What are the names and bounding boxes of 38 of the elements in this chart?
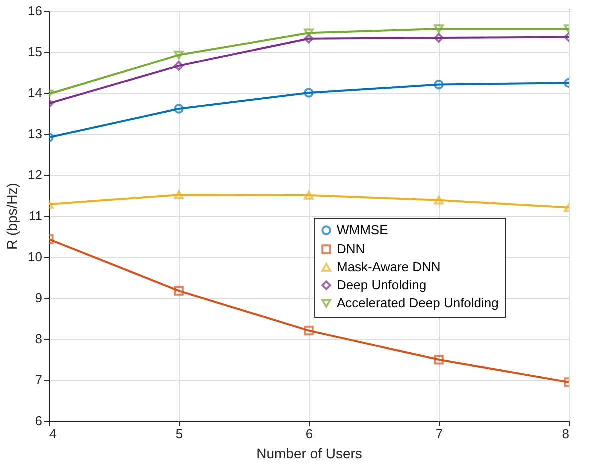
y-tick-label: 14	[28, 86, 42, 100]
legend-label: Deep Unfolding	[337, 278, 427, 292]
legend-label: Mask-Aware DNN	[337, 260, 441, 274]
point	[434, 355, 444, 365]
point	[304, 28, 314, 38]
y-tick-label: 13	[28, 126, 42, 142]
point	[174, 61, 184, 71]
x-tick-label: 8	[562, 426, 570, 442]
point	[304, 326, 314, 336]
point	[304, 88, 314, 98]
y-tick-label: 6	[35, 414, 42, 428]
point	[434, 196, 444, 205]
point	[434, 33, 444, 43]
legend-label: DNN	[337, 242, 366, 256]
y-tick-label: 16	[28, 4, 42, 18]
y-tick-label: 9	[35, 290, 42, 306]
point	[174, 190, 184, 200]
point	[304, 191, 314, 200]
y-tick-label: 15	[28, 44, 42, 60]
y-tick-label: 7	[35, 372, 42, 388]
legend-label: WMMSE	[337, 222, 389, 238]
y-tick-label: 12	[28, 168, 42, 182]
x-tick-label: 7	[436, 426, 444, 442]
y-axis-title: R (bps/Hz)	[4, 183, 20, 250]
x-axis-title: Number of Users	[256, 446, 362, 462]
x-tick-label: 4	[50, 426, 57, 442]
x-tick-label: 5	[176, 426, 184, 442]
point	[304, 34, 314, 44]
point	[434, 80, 444, 90]
point	[434, 24, 444, 34]
y-tick-label: 11	[29, 208, 42, 224]
y-tick-label: 8	[35, 332, 42, 346]
point	[174, 104, 184, 114]
y-tick-label: 10	[28, 250, 42, 264]
legend-label: Accelerated Deep Unfolding	[337, 296, 499, 310]
point	[174, 286, 184, 296]
x-tick-label: 6	[306, 426, 314, 442]
point	[174, 50, 184, 60]
